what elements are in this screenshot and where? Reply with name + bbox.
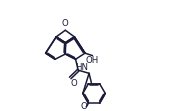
Text: O: O [80,102,87,111]
Text: O: O [62,19,69,28]
Text: HN: HN [75,63,88,72]
Text: OH: OH [86,56,99,65]
Text: O: O [71,79,78,88]
